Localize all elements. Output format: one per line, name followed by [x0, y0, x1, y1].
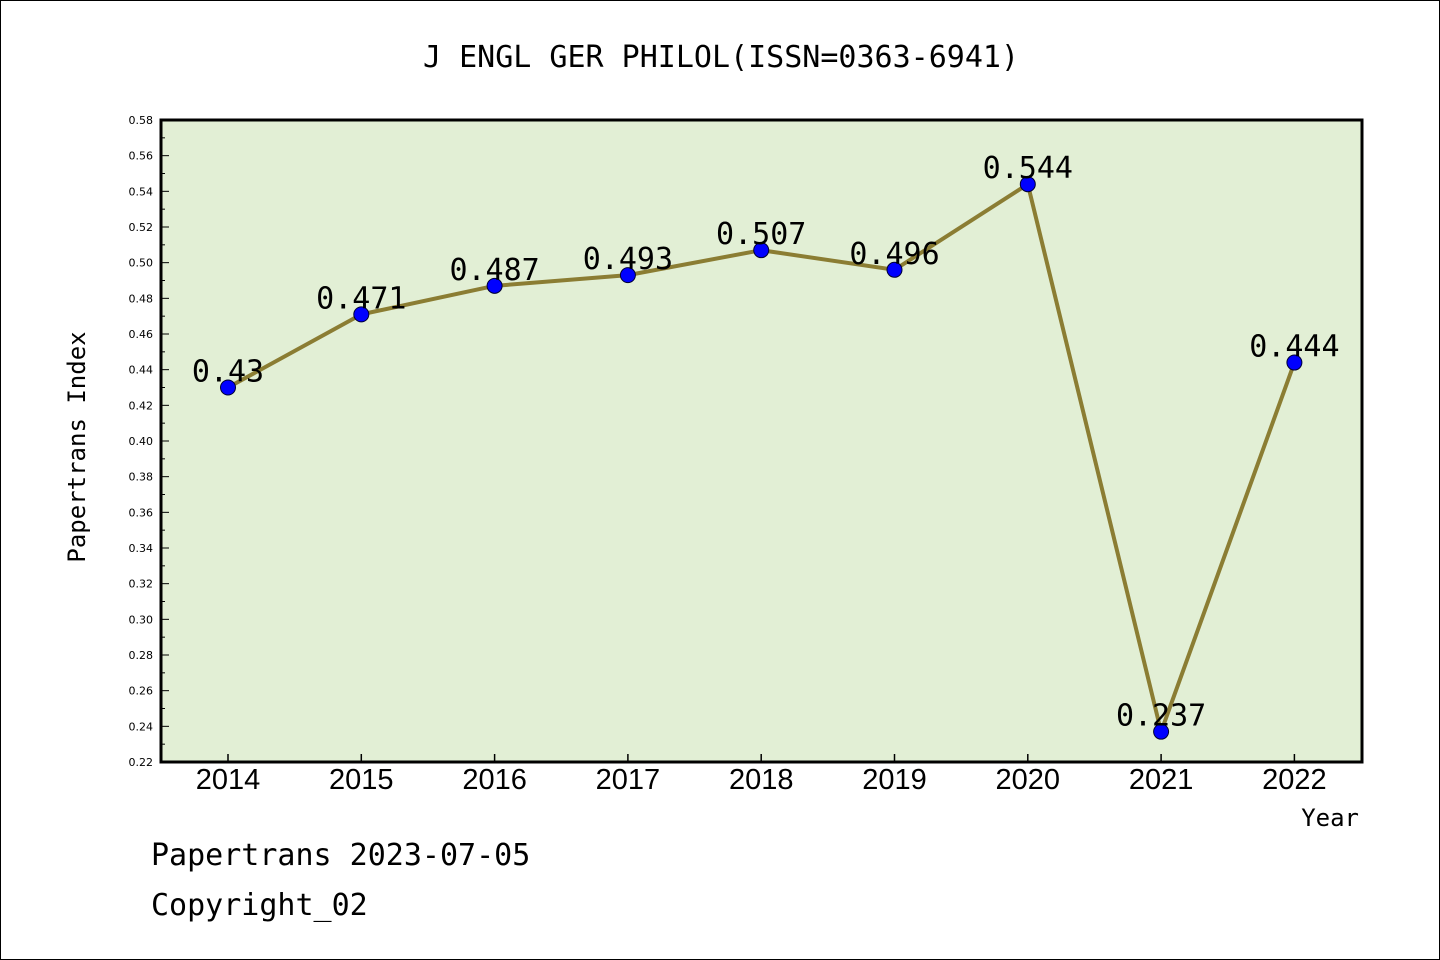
- chart-title: J ENGL GER PHILOL(ISSN=0363-6941): [423, 40, 1019, 75]
- y-tick-label: 0.26: [129, 685, 154, 698]
- data-point: [886, 261, 903, 278]
- data-label: 0.444: [1249, 330, 1339, 365]
- x-tick-label: 2016: [462, 764, 527, 796]
- data-point: [1153, 723, 1170, 740]
- y-tick-label: 0.36: [129, 506, 154, 519]
- x-tick-label: 2017: [596, 764, 661, 796]
- data-labels: 0.43 0.471 0.487 0.493 0.507 0.496 0.544 0.237 0…: [192, 151, 1340, 733]
- data-point: [353, 306, 370, 323]
- y-tick-label: 0.40: [129, 435, 154, 448]
- y-tick-label: 0.44: [129, 364, 154, 377]
- data-point: [1286, 354, 1303, 371]
- x-tick-label: 2015: [329, 764, 394, 796]
- x-tick-label: 2020: [996, 764, 1061, 796]
- y-tick-label: 0.50: [129, 257, 154, 270]
- series-markers: [220, 176, 1303, 740]
- y-tick-label: 0.32: [129, 578, 154, 591]
- plot-frame: [159, 118, 1364, 764]
- data-point: [220, 379, 236, 396]
- y-tick-label: 0.52: [129, 221, 154, 234]
- y-tick-label: 0.56: [129, 150, 154, 163]
- y-tick-label: 0.42: [129, 399, 154, 412]
- x-tick-label: 2019: [862, 764, 927, 796]
- y-axis-label: Papertrans Index: [63, 331, 91, 562]
- x-tick-label: 2021: [1129, 764, 1194, 796]
- data-label: 0.507: [716, 217, 806, 252]
- data-point: [619, 267, 636, 284]
- data-label: 0.471: [316, 281, 406, 316]
- data-label: 0.487: [449, 253, 539, 288]
- y-tick-label: 0.30: [129, 613, 154, 626]
- y-tick-label: 0.38: [129, 471, 154, 484]
- y-tick-label: 0.24: [129, 720, 154, 733]
- data-point: [753, 242, 770, 259]
- y-tick-label: 0.54: [129, 185, 154, 198]
- data-label: 0.237: [1116, 699, 1206, 734]
- data-label: 0.496: [849, 237, 939, 272]
- x-tick-label: 2022: [1262, 764, 1327, 796]
- y-tick-label: 0.58: [129, 114, 154, 127]
- y-tick-label: 0.48: [129, 292, 154, 305]
- data-label: 0.43: [192, 355, 264, 390]
- y-tick-label: 0.46: [129, 328, 154, 341]
- data-label: 0.493: [583, 242, 673, 277]
- y-tick-label: 0.28: [129, 649, 154, 662]
- x-tick-label: 2014: [196, 764, 261, 796]
- x-tick-label: 2018: [729, 764, 794, 796]
- axis-ticks: 0.22 0.24 0.26 0.28 0.30 0.32 0.34 0.36 0.38 0.40…: [129, 114, 1327, 796]
- y-tick-label: 0.22: [129, 756, 154, 769]
- x-axis-label: Year: [1301, 804, 1359, 832]
- y-tick-label: 0.34: [129, 542, 154, 555]
- plot-area: [161, 120, 1362, 762]
- data-point: [486, 277, 503, 294]
- footer-copyright: Copyright_02: [151, 888, 368, 923]
- data-label: 0.544: [983, 151, 1073, 186]
- data-point: [1019, 176, 1036, 193]
- footer-date: Papertrans 2023-07-05: [151, 838, 530, 873]
